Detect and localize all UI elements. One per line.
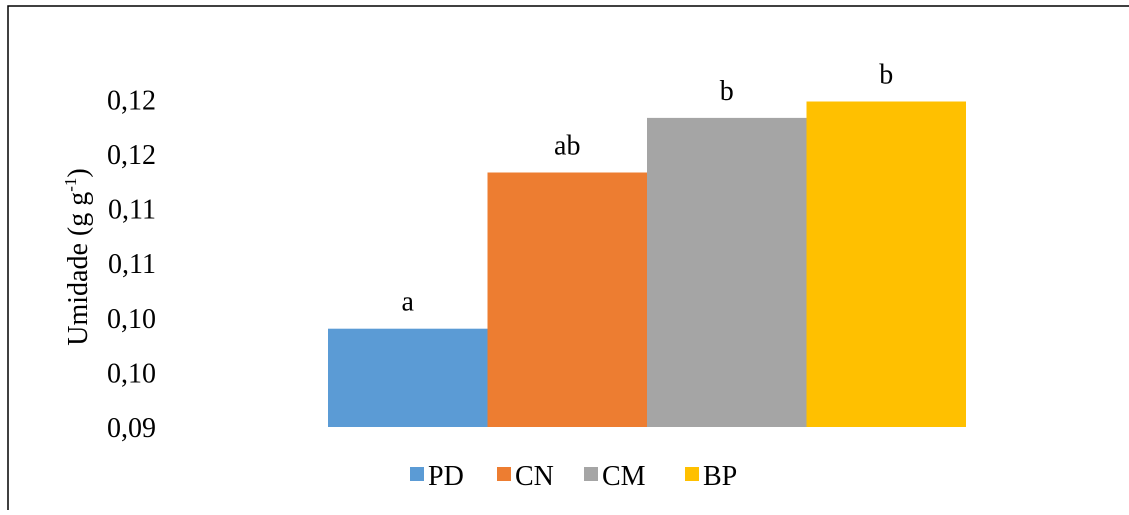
legend-label-cn: CN [515,461,554,492]
y-tick-label: 0,12 [107,140,156,171]
bar-bp [806,101,966,427]
legend-swatch-pd [410,467,424,481]
y-tick-label: 0,10 [107,304,156,335]
bar-pd [328,328,488,427]
legend-label-pd: PD [428,461,464,492]
y-tick-label: 0,09 [107,413,156,444]
bar-cm [647,117,807,427]
data-label-bp: b [879,60,893,91]
chart-border [7,5,1129,515]
legend-label-cm: CM [602,461,646,492]
data-label-pd: a [402,287,415,318]
y-tick-labels: 0,09 0,10 0,10 0,11 0,11 0,12 0,12 [107,85,156,444]
y-tick-label: 0,11 [108,249,156,280]
y-axis-title: Umidade (g g-1) [61,168,94,345]
data-labels: a ab b b [402,60,894,318]
legend: PD CN CM BP [410,461,737,492]
legend-swatch-cm [584,467,598,481]
y-axis-title-close: ) [63,168,94,177]
y-axis-title-main: Umidade (g g [63,192,94,346]
legend-swatch-bp [685,467,699,481]
data-label-cm: b [720,76,734,107]
bars [328,101,966,427]
y-axis-title-sup: -1 [61,178,80,192]
legend-swatch-cn [497,467,511,481]
y-tick-label: 0,10 [107,358,156,389]
data-label-cn: ab [554,131,580,162]
legend-label-bp: BP [703,461,737,492]
y-tick-label: 0,11 [108,195,156,226]
y-tick-label: 0,12 [107,85,156,116]
bar-cn [487,172,647,427]
